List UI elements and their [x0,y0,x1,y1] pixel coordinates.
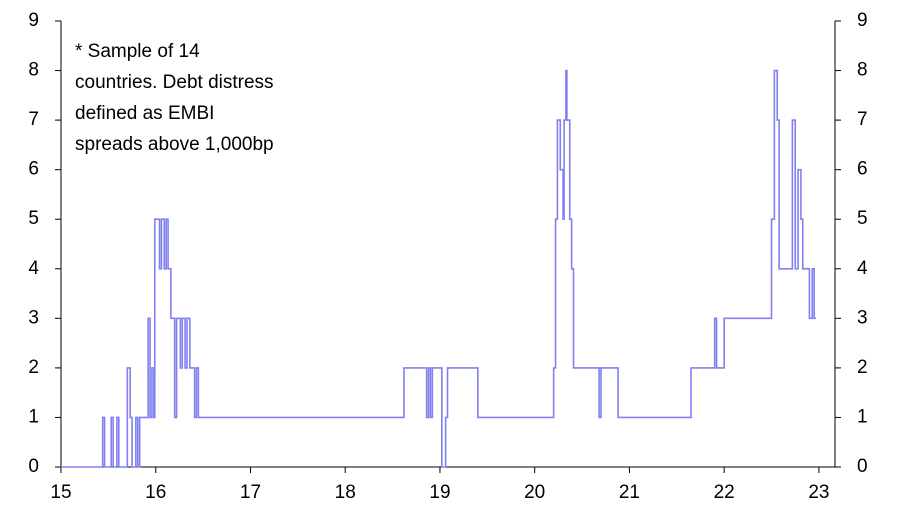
y-tick-label: 1 [28,406,39,427]
y2-tick-label: 0 [857,456,868,477]
y2-tick-label: 9 [857,10,868,31]
y2-tick-label: 2 [857,357,868,378]
x-tick-label: 17 [240,482,261,503]
annotation: * Sample of 14 [75,41,200,62]
x-tick-label: 18 [335,482,356,503]
x-tick-label: 19 [429,482,450,503]
y-tick-label: 6 [28,159,39,180]
data-line [61,69,817,468]
y-tick-label: 7 [28,109,39,130]
y2-tick-label: 5 [857,208,868,229]
annotation: countries. Debt distress [75,72,274,93]
y-tick-label: 2 [28,357,39,378]
y2-tick-label: 4 [857,258,868,279]
y-tick-label: 3 [28,307,39,328]
y2-tick-label: 8 [857,60,868,81]
y-tick-label: 0 [28,456,39,477]
y-tick-label: 5 [28,208,39,229]
x-tick-label: 21 [619,482,640,503]
x-tick-label: 23 [808,482,829,503]
annotation: defined as EMBI [75,103,214,124]
y2-tick-label: 7 [857,109,868,130]
x-tick-label: 15 [50,482,71,503]
y2-tick-label: 6 [857,159,868,180]
y-tick-label: 8 [28,60,39,81]
y-tick-label: 9 [28,10,39,31]
x-tick-label: 22 [714,482,735,503]
x-tick-label: 20 [524,482,545,503]
x-tick-label: 16 [145,482,166,503]
y-tick-label: 4 [28,258,39,279]
y2-tick-label: 3 [857,307,868,328]
y2-tick-label: 1 [857,406,868,427]
annotation: spreads above 1,000bp [75,134,274,155]
